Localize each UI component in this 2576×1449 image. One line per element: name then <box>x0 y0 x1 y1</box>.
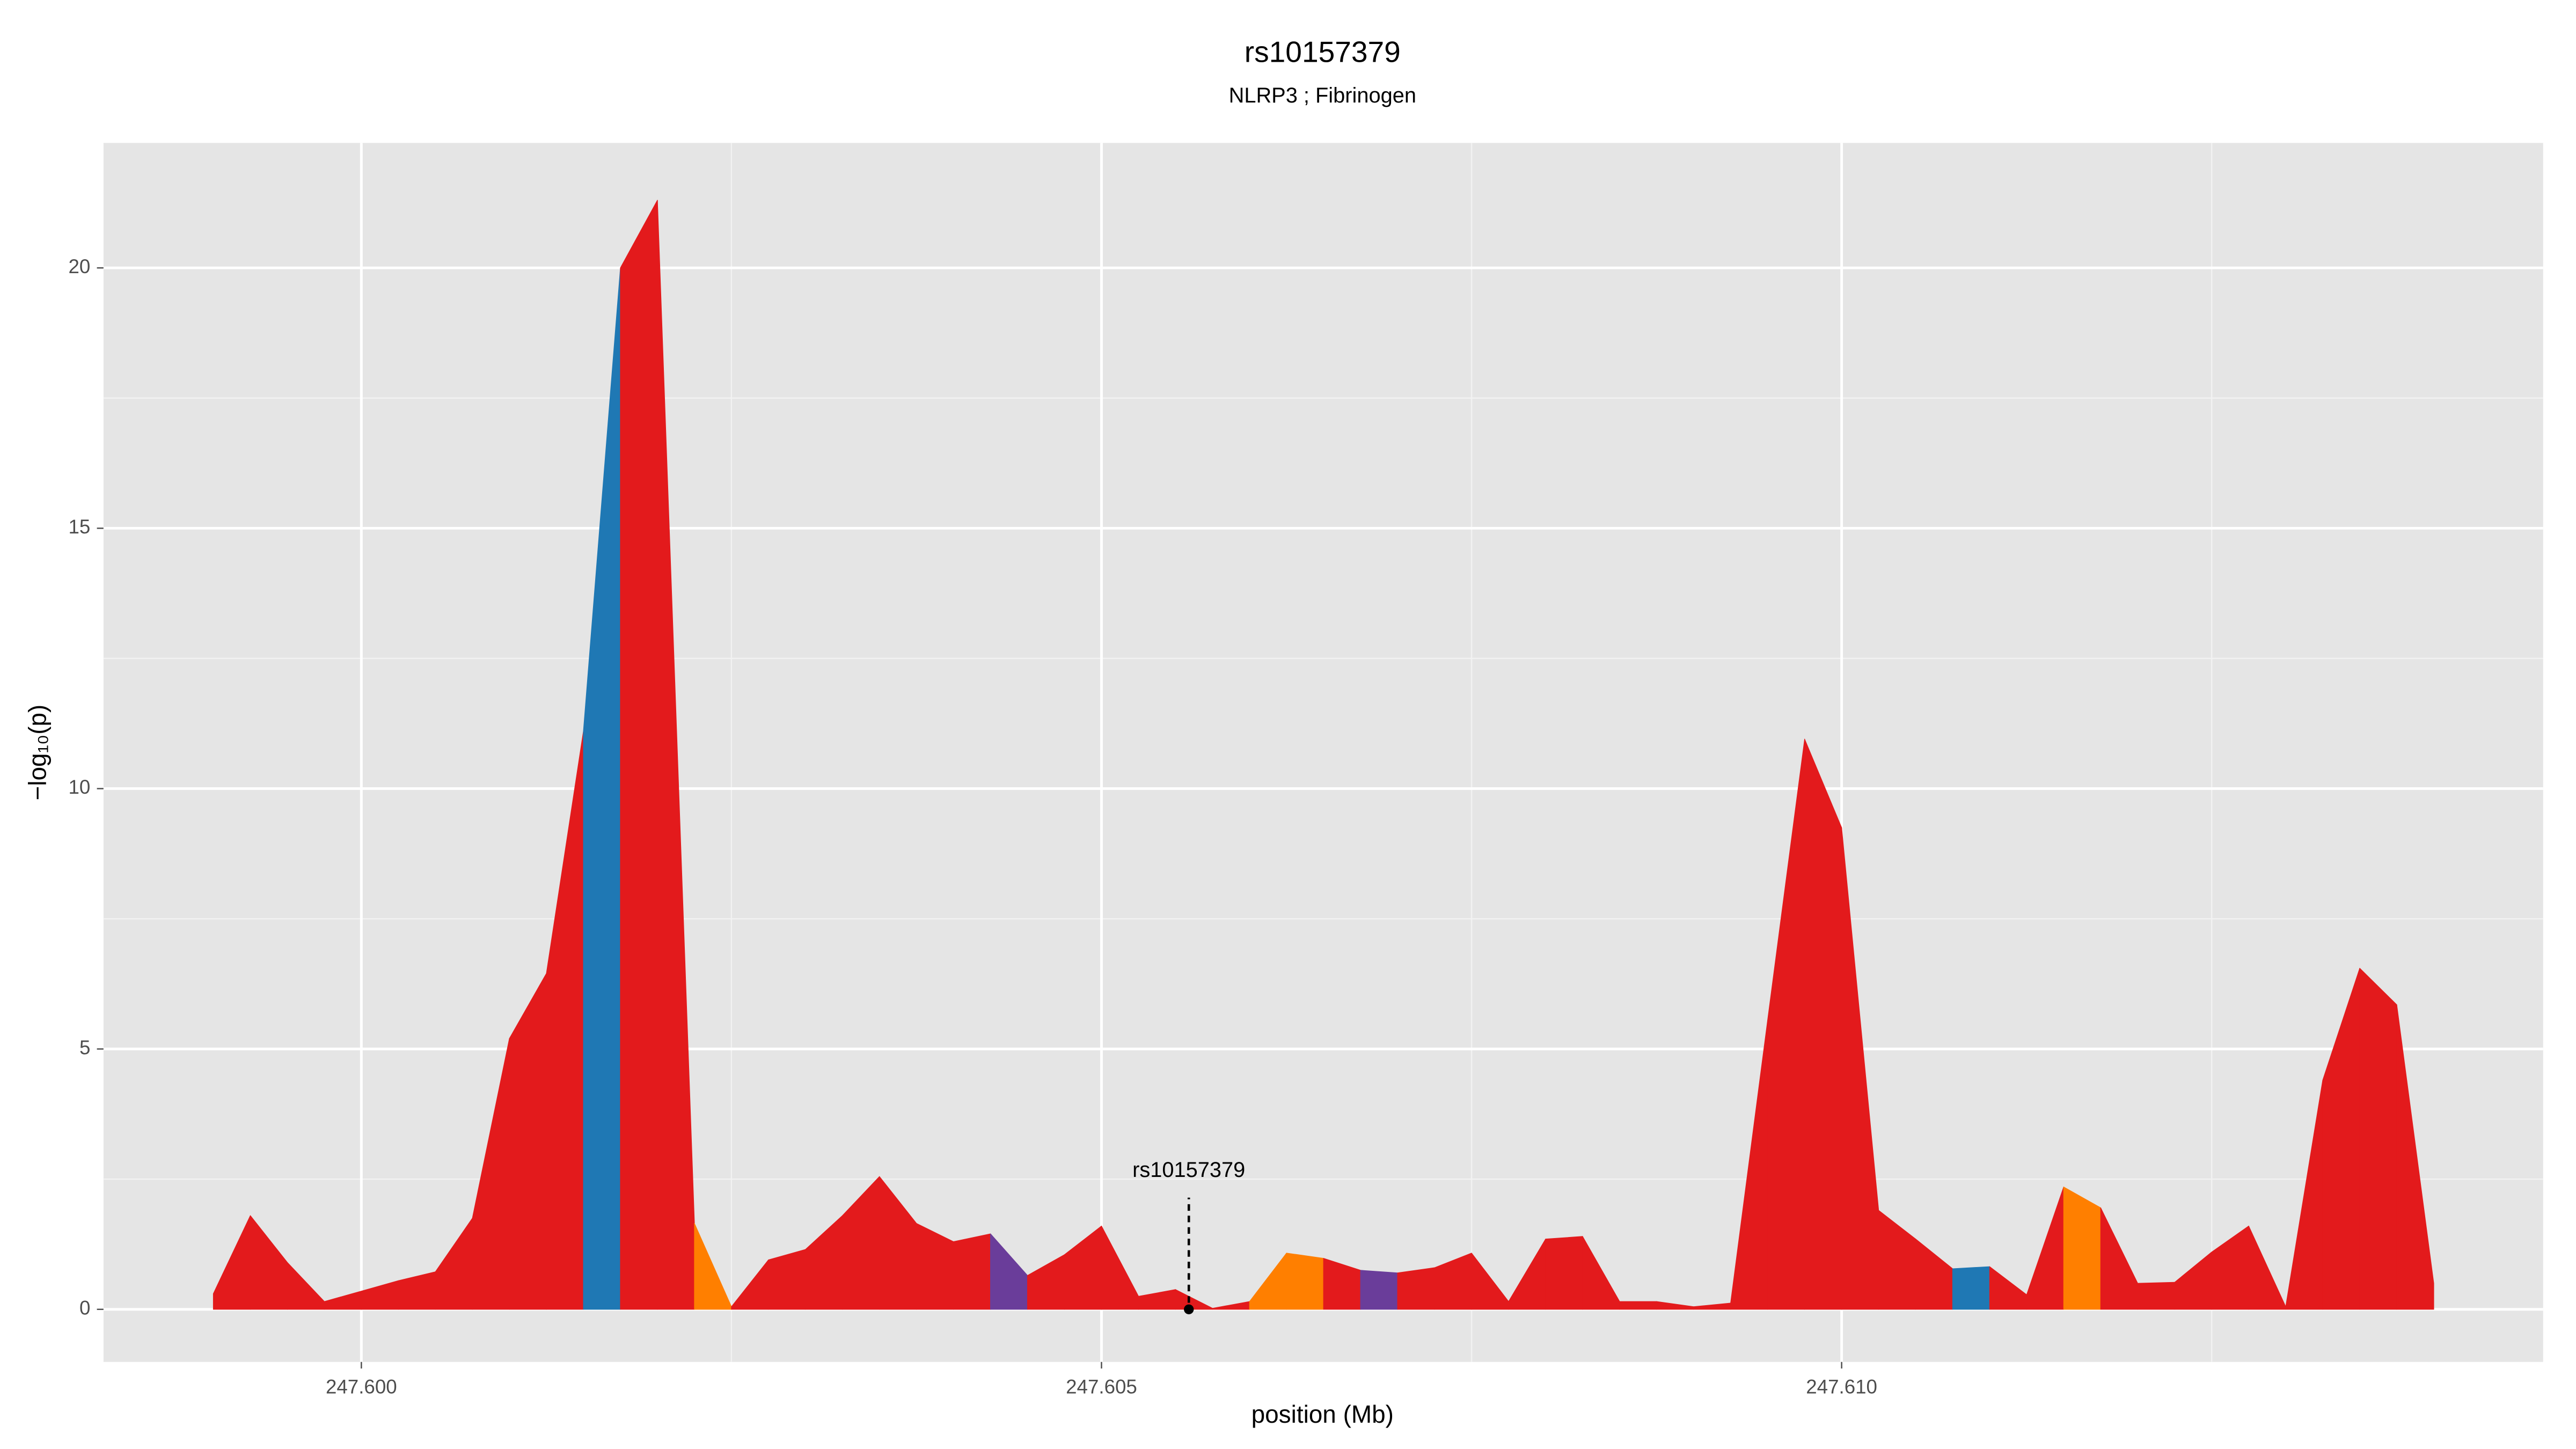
area-segment <box>768 1249 806 1310</box>
area-segment <box>2396 1004 2434 1310</box>
area-segment <box>1952 1266 1990 1310</box>
area-segment <box>2137 1282 2175 1310</box>
y-tick-label: 10 <box>69 776 91 798</box>
x-tick-label: 247.610 <box>1806 1375 1877 1397</box>
area-segment <box>2359 968 2397 1310</box>
area-segment <box>953 1233 991 1310</box>
x-axis-label: position (Mb) <box>1252 1400 1394 1428</box>
area-segment <box>620 200 658 1310</box>
chart-subtitle: NLRP3 ; Fibrinogen <box>1229 84 1416 107</box>
y-tick-label: 20 <box>69 255 91 277</box>
axes: 247.600 247.605 247.610 0 5 10 15 20 <box>69 255 1877 1398</box>
area-segment <box>1286 1253 1324 1310</box>
x-tick-label: 247.605 <box>1066 1375 1137 1397</box>
y-tick-label: 5 <box>79 1036 90 1058</box>
chart-title: rs10157379 <box>1245 35 1401 69</box>
y-tick-label: 0 <box>79 1297 90 1319</box>
highlight-label: rs10157379 <box>1132 1158 1245 1182</box>
area-segment <box>1804 738 1842 1310</box>
area-segment <box>1619 1301 1657 1310</box>
areas: rs10157379 <box>213 200 2434 1314</box>
area-segment <box>2063 1187 2101 1310</box>
area-segment <box>1360 1270 1398 1310</box>
x-tick-label: 247.600 <box>326 1375 397 1397</box>
area-segment <box>1397 1267 1435 1310</box>
y-tick-label: 15 <box>69 516 91 538</box>
highlight-point <box>1184 1304 1194 1314</box>
area-segment <box>1545 1236 1583 1310</box>
y-axis-label: −log₁₀(p) <box>24 705 52 801</box>
